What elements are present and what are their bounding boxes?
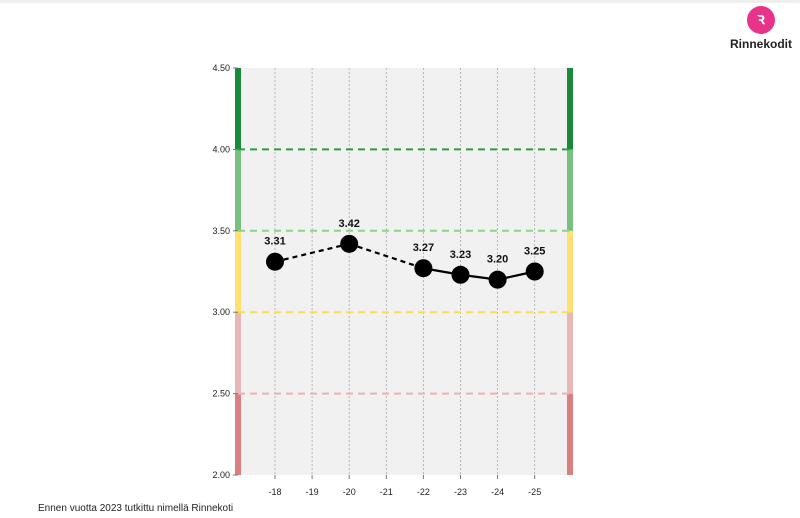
- y-tick-label: 2.00: [212, 470, 230, 480]
- data-label: 3.31: [264, 236, 285, 248]
- band-right: [567, 312, 573, 394]
- footnote: Ennen vuotta 2023 tutkittu nimellä Rinne…: [38, 503, 234, 514]
- y-tick-label: 4.50: [212, 63, 230, 73]
- band-left: [235, 149, 241, 231]
- data-point[interactable]: [488, 270, 507, 289]
- brand-name: Rinnekodit: [730, 37, 792, 51]
- data-label: 3.20: [487, 254, 508, 266]
- band-left: [235, 230, 241, 313]
- x-tick-label: -19: [306, 487, 319, 497]
- y-tick-label: 3.50: [212, 226, 230, 236]
- data-point[interactable]: [451, 265, 470, 284]
- x-tick-label: -25: [528, 487, 541, 497]
- brand-logo[interactable]: ꝛ Rinnekodit: [729, 6, 793, 51]
- x-tick-label: -23: [454, 487, 467, 497]
- band-right: [567, 230, 573, 313]
- y-tick-label: 3.00: [212, 307, 230, 317]
- band-left: [235, 68, 241, 150]
- band-right: [567, 149, 573, 231]
- series-segment: [274, 242, 350, 263]
- data-point[interactable]: [414, 259, 433, 278]
- band-left: [235, 393, 241, 475]
- data-point[interactable]: [525, 262, 544, 281]
- data-label: 3.42: [338, 218, 359, 230]
- y-tick-label: 2.50: [212, 389, 230, 399]
- x-tick-label: -18: [268, 487, 281, 497]
- plot-area: [238, 68, 570, 475]
- x-tick-label: -24: [491, 487, 504, 497]
- series-segment: [348, 242, 424, 270]
- data-label: 3.27: [413, 242, 434, 254]
- data-point[interactable]: [266, 252, 284, 271]
- y-tick-label: 4.00: [212, 144, 230, 154]
- band-right: [567, 393, 573, 475]
- data-label: 3.23: [450, 249, 471, 261]
- data-label: 3.25: [524, 246, 545, 258]
- x-tick-label: -20: [343, 487, 356, 497]
- data-point[interactable]: [340, 234, 359, 253]
- band-right: [567, 68, 573, 150]
- band-left: [235, 312, 241, 394]
- x-tick-label: -21: [380, 487, 393, 497]
- x-tick-label: -22: [417, 487, 430, 497]
- top-bar: [0, 0, 800, 3]
- rinnekodit-logo-icon: ꝛ: [747, 6, 775, 34]
